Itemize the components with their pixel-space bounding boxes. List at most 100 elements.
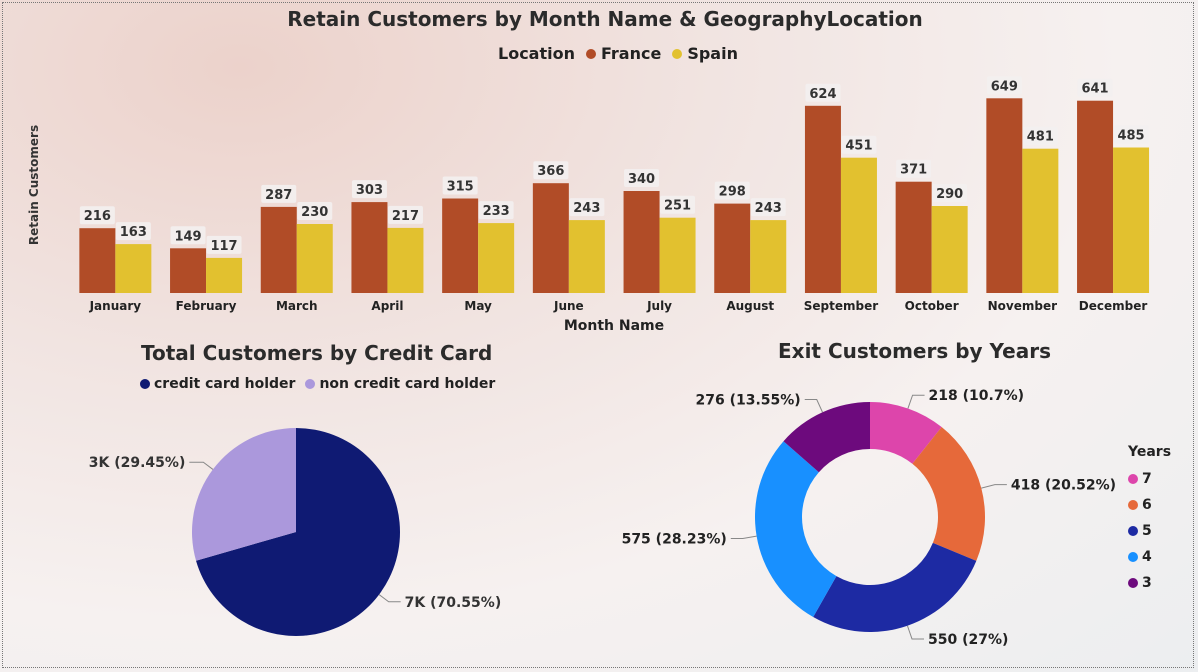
data-label-bg-france-november [986,76,1022,95]
data-label-bg-france-march [261,184,297,203]
data-label-spain-june: 243 [573,201,600,216]
bar-france-april [351,202,388,293]
donut-slice-year-3 [783,402,870,473]
data-label-bg-spain-january [115,222,151,241]
legend-swatch-year-3 [1128,578,1138,588]
data-label-bg-france-july [624,169,660,187]
bar-france-october [895,181,932,293]
bar-spain-august [750,220,787,293]
bar-france-july [623,191,660,293]
y-axis-label: Retain Customers [27,125,41,245]
legend-item-credit-card-holder[interactable]: credit card holder [154,376,296,392]
data-label-bg-france-february [170,226,206,245]
legend-item-year-6: 6 [1142,497,1152,513]
legend-swatch-non-credit-card-holder [305,379,316,389]
legend-item-year-3: 3 [1142,575,1152,591]
pie-label-non-credit-card-holder: 3K (29.45%) [89,455,186,471]
data-label-france-january: 216 [84,209,111,224]
data-label-bg-france-december [1077,78,1113,97]
bar-spain-january [115,244,152,293]
bar-spain-july [659,217,696,293]
bar-france-january [79,228,116,293]
legend-swatch-credit-card-holder [140,379,150,389]
data-label-spain-april: 217 [392,209,419,224]
bar-france-august [714,203,751,293]
legend-title-years: Years [1128,444,1172,460]
x-axis-label: Month Name [564,318,664,334]
data-label-spain-may: 233 [483,204,510,219]
bar-spain-december [1113,147,1150,293]
legend-row-5[interactable]: 5 [1128,518,1171,544]
data-label-bg-spain-november [1022,126,1058,145]
legend-item-year-5: 5 [1142,523,1152,539]
x-tick-march: March [276,299,318,313]
data-label-bg-france-may [442,176,478,195]
legend-row-6[interactable]: 6 [1128,492,1171,518]
donut-label-year-4: 575 (28.23%) [622,531,727,547]
data-label-bg-spain-april [387,205,423,224]
data-label-bg-spain-september [841,135,877,154]
bar-chart-title: Retain Customers by Month Name & Geograp… [287,7,923,31]
donut-leader-year-4 [730,535,757,539]
data-label-france-september: 624 [809,87,836,102]
data-label-spain-july: 251 [664,199,691,214]
data-label-france-october: 371 [900,163,927,178]
bar-spain-february [206,257,243,293]
bar-spain-september [840,157,877,293]
x-tick-october: October [905,299,959,313]
legend-swatch-spain [672,48,683,59]
data-label-spain-february: 117 [210,239,237,254]
data-label-spain-october: 290 [936,187,963,202]
bar-spain-november [1022,148,1059,293]
x-tick-may: May [464,299,492,313]
x-tick-december: December [1079,299,1148,313]
legend-row-4[interactable]: 4 [1128,544,1171,570]
pie-slice-credit-card-holder [196,428,400,636]
bar-spain-october [931,206,968,293]
legend-item-spain[interactable]: Spain [687,44,738,63]
data-label-france-december: 641 [1081,82,1108,97]
donut-label-year-5: 550 (27%) [928,632,1008,648]
donut-label-year-7: 218 (10.7%) [929,388,1024,404]
donut-chart-legend: Years 7 6 5 4 3 [1128,444,1171,596]
bar-france-december [1077,100,1114,293]
data-label-france-may: 315 [447,180,474,195]
legend-item-non-credit-card-holder[interactable]: non credit card holder [319,376,496,392]
data-label-spain-march: 230 [301,205,328,220]
donut-label-year-6: 418 (20.52%) [1011,478,1116,494]
x-tick-august: August [726,299,774,313]
legend-item-year-4: 4 [1142,549,1152,565]
donut-label-year-3: 276 (13.55%) [696,393,801,409]
data-label-france-july: 340 [628,172,655,187]
bar-france-february [170,248,207,293]
bar-france-november [986,98,1023,293]
bar-france-june [532,183,569,293]
legend-title-location: Location [498,44,575,63]
x-tick-september: September [804,299,878,313]
bar-spain-april [387,227,424,293]
data-label-bg-france-april [351,180,387,199]
legend-swatch-france [585,48,596,59]
data-label-spain-august: 243 [755,201,782,216]
donut-leader-year-7 [907,394,925,409]
x-tick-january: January [89,299,142,313]
legend-swatch-year-4 [1128,552,1138,562]
legend-item-france[interactable]: France [600,44,662,63]
data-label-spain-november: 481 [1027,130,1054,145]
x-tick-february: February [176,299,237,313]
x-tick-april: April [371,299,403,313]
data-label-bg-france-june [533,161,569,180]
donut-leader-year-3 [804,399,823,413]
data-label-spain-january: 163 [120,225,147,240]
credit-card-pie-chart: 7K (70.55%) 3K (29.45%) [89,428,501,636]
data-label-bg-spain-december [1113,125,1149,144]
donut-leader-year-6 [981,484,1007,489]
pie-chart-legend: credit card holder non credit card holde… [140,376,495,392]
donut-leader-year-5 [906,625,924,640]
data-label-bg-spain-may [478,201,514,220]
legend-row-7[interactable]: 7 [1128,466,1171,492]
donut-chart-title: Exit Customers by Years [778,339,1051,363]
data-label-bg-france-august [714,181,750,200]
legend-row-3[interactable]: 3 [1128,570,1171,596]
data-label-bg-spain-october [932,184,968,202]
